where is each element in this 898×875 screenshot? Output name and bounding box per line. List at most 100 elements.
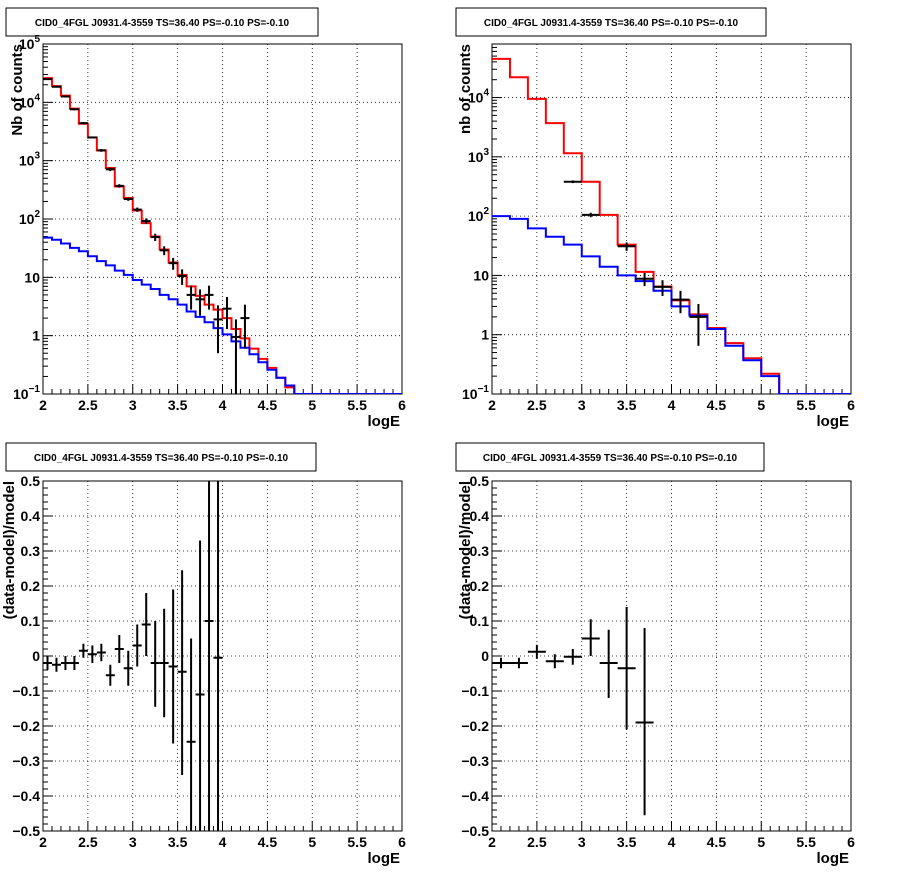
y-tick-exponent: 4 xyxy=(483,88,489,99)
y-tick-exponent: 4 xyxy=(34,92,40,103)
data-point xyxy=(240,304,250,349)
series-line-blue xyxy=(492,215,851,394)
data-point xyxy=(51,657,61,672)
y-tick-label: 1 xyxy=(481,327,489,343)
data-point xyxy=(141,218,151,225)
data-point xyxy=(132,207,142,212)
data-point xyxy=(563,649,582,665)
x-tick-label: 3 xyxy=(578,834,586,850)
data-point xyxy=(177,269,187,285)
y-tick-label: 1 xyxy=(32,328,40,344)
y-tick-label: 0.3 xyxy=(470,543,490,559)
chart-title: CID0_4FGL J0931.4-3559 TS=36.40 PS=-0.10… xyxy=(483,453,738,464)
chart-title: CID0_4FGL J0931.4-3559 TS=36.40 PS=-0.10… xyxy=(484,18,739,29)
data-point xyxy=(69,656,79,670)
plot-data xyxy=(492,57,851,394)
y-tick-label: −0.4 xyxy=(461,788,489,804)
data-point xyxy=(177,570,187,775)
data-point xyxy=(168,589,178,744)
x-axis-label: logE xyxy=(368,850,401,867)
data-point xyxy=(617,607,636,730)
data-point xyxy=(114,184,124,188)
chart-title: CID0_4FGL J0931.4-3559 TS=36.40 PS=-0.10… xyxy=(34,453,289,464)
x-tick-label: 5 xyxy=(757,834,765,850)
plot-data xyxy=(492,607,654,816)
x-tick-label: 4.5 xyxy=(258,397,278,413)
y-tick-label: 102 xyxy=(468,206,490,224)
x-tick-label: 4.5 xyxy=(258,834,278,850)
x-tick-label: 4 xyxy=(219,397,227,413)
x-tick-label: 6 xyxy=(398,834,406,850)
title-box xyxy=(5,442,317,472)
y-tick-label: −0.3 xyxy=(461,753,489,769)
title-box xyxy=(5,7,319,37)
y-tick-label: 0.2 xyxy=(470,578,490,594)
data-point xyxy=(563,180,582,184)
x-tick-label: 5.5 xyxy=(347,397,367,413)
data-point xyxy=(60,95,70,98)
y-tick-label: 10 xyxy=(24,269,40,285)
y-axis-label: (data-model)/model xyxy=(457,481,474,619)
x-tick-label: 3.5 xyxy=(168,834,188,850)
series-line-red xyxy=(492,57,851,394)
data-point xyxy=(186,285,196,310)
y-tick-exponent: 3 xyxy=(483,147,489,158)
y-tick-label: 103 xyxy=(19,151,41,169)
data-point xyxy=(204,285,214,310)
y-tick-label: 0.1 xyxy=(21,613,41,629)
data-point xyxy=(635,628,654,816)
data-point xyxy=(96,643,106,662)
x-tick-label: 5.5 xyxy=(347,834,367,850)
y-tick-label: −0.4 xyxy=(12,788,40,804)
y-tick-base: 10 xyxy=(468,149,484,165)
y-tick-exponent: 3 xyxy=(34,151,40,162)
data-point xyxy=(492,657,510,669)
y-tick-base: 10 xyxy=(13,386,29,402)
data-point xyxy=(222,297,232,330)
data-point xyxy=(96,149,106,152)
data-point xyxy=(635,272,654,287)
title-box xyxy=(455,7,767,37)
data-point xyxy=(195,289,205,316)
y-tick-exponent: −1 xyxy=(29,384,41,395)
data-point xyxy=(671,290,690,314)
data-point xyxy=(51,85,61,88)
x-tick-label: 6 xyxy=(398,397,406,413)
data-point xyxy=(114,635,124,663)
x-tick-label: 2.5 xyxy=(78,397,98,413)
x-tick-label: 5 xyxy=(308,397,316,413)
y-tick-label: 104 xyxy=(468,88,490,106)
y-tick-exponent: 2 xyxy=(34,209,40,220)
data-point xyxy=(132,624,142,667)
data-point xyxy=(150,233,160,241)
series-line-blue xyxy=(43,236,402,394)
chart-panel-top-right: CID0_4FGL J0931.4-3559 TS=36.40 PS=-0.10… xyxy=(455,7,855,430)
data-point xyxy=(105,664,115,686)
x-tick-label: 2.5 xyxy=(527,834,547,850)
y-tick-label: −0.5 xyxy=(12,823,40,839)
x-tick-label: 6 xyxy=(847,834,855,850)
y-tick-label: −0.2 xyxy=(12,718,40,734)
y-tick-label: −0.1 xyxy=(461,683,489,699)
data-point xyxy=(69,108,79,111)
data-point xyxy=(78,643,88,658)
data-point xyxy=(141,593,151,656)
x-axis-label: logE xyxy=(817,850,850,867)
y-tick-base: 10 xyxy=(19,94,35,110)
y-tick-exponent: 5 xyxy=(34,34,40,45)
y-tick-label: 105 xyxy=(19,34,41,52)
y-tick-label: 0.2 xyxy=(21,578,41,594)
y-tick-label: 0.5 xyxy=(470,473,490,489)
x-tick-label: 3.5 xyxy=(617,397,637,413)
x-tick-label: 2 xyxy=(39,834,47,850)
x-tick-label: 3 xyxy=(129,397,137,413)
data-point xyxy=(123,650,133,686)
y-tick-label: 0.1 xyxy=(470,613,490,629)
y-axis-label: nb of counts xyxy=(457,44,474,134)
x-tick-label: 4 xyxy=(219,834,227,850)
x-tick-label: 3.5 xyxy=(617,834,637,850)
chart-panel-bottom-left: CID0_4FGL J0931.4-3559 TS=36.40 PS=-0.10… xyxy=(1,442,406,867)
data-point xyxy=(231,319,241,394)
data-point xyxy=(689,303,708,346)
